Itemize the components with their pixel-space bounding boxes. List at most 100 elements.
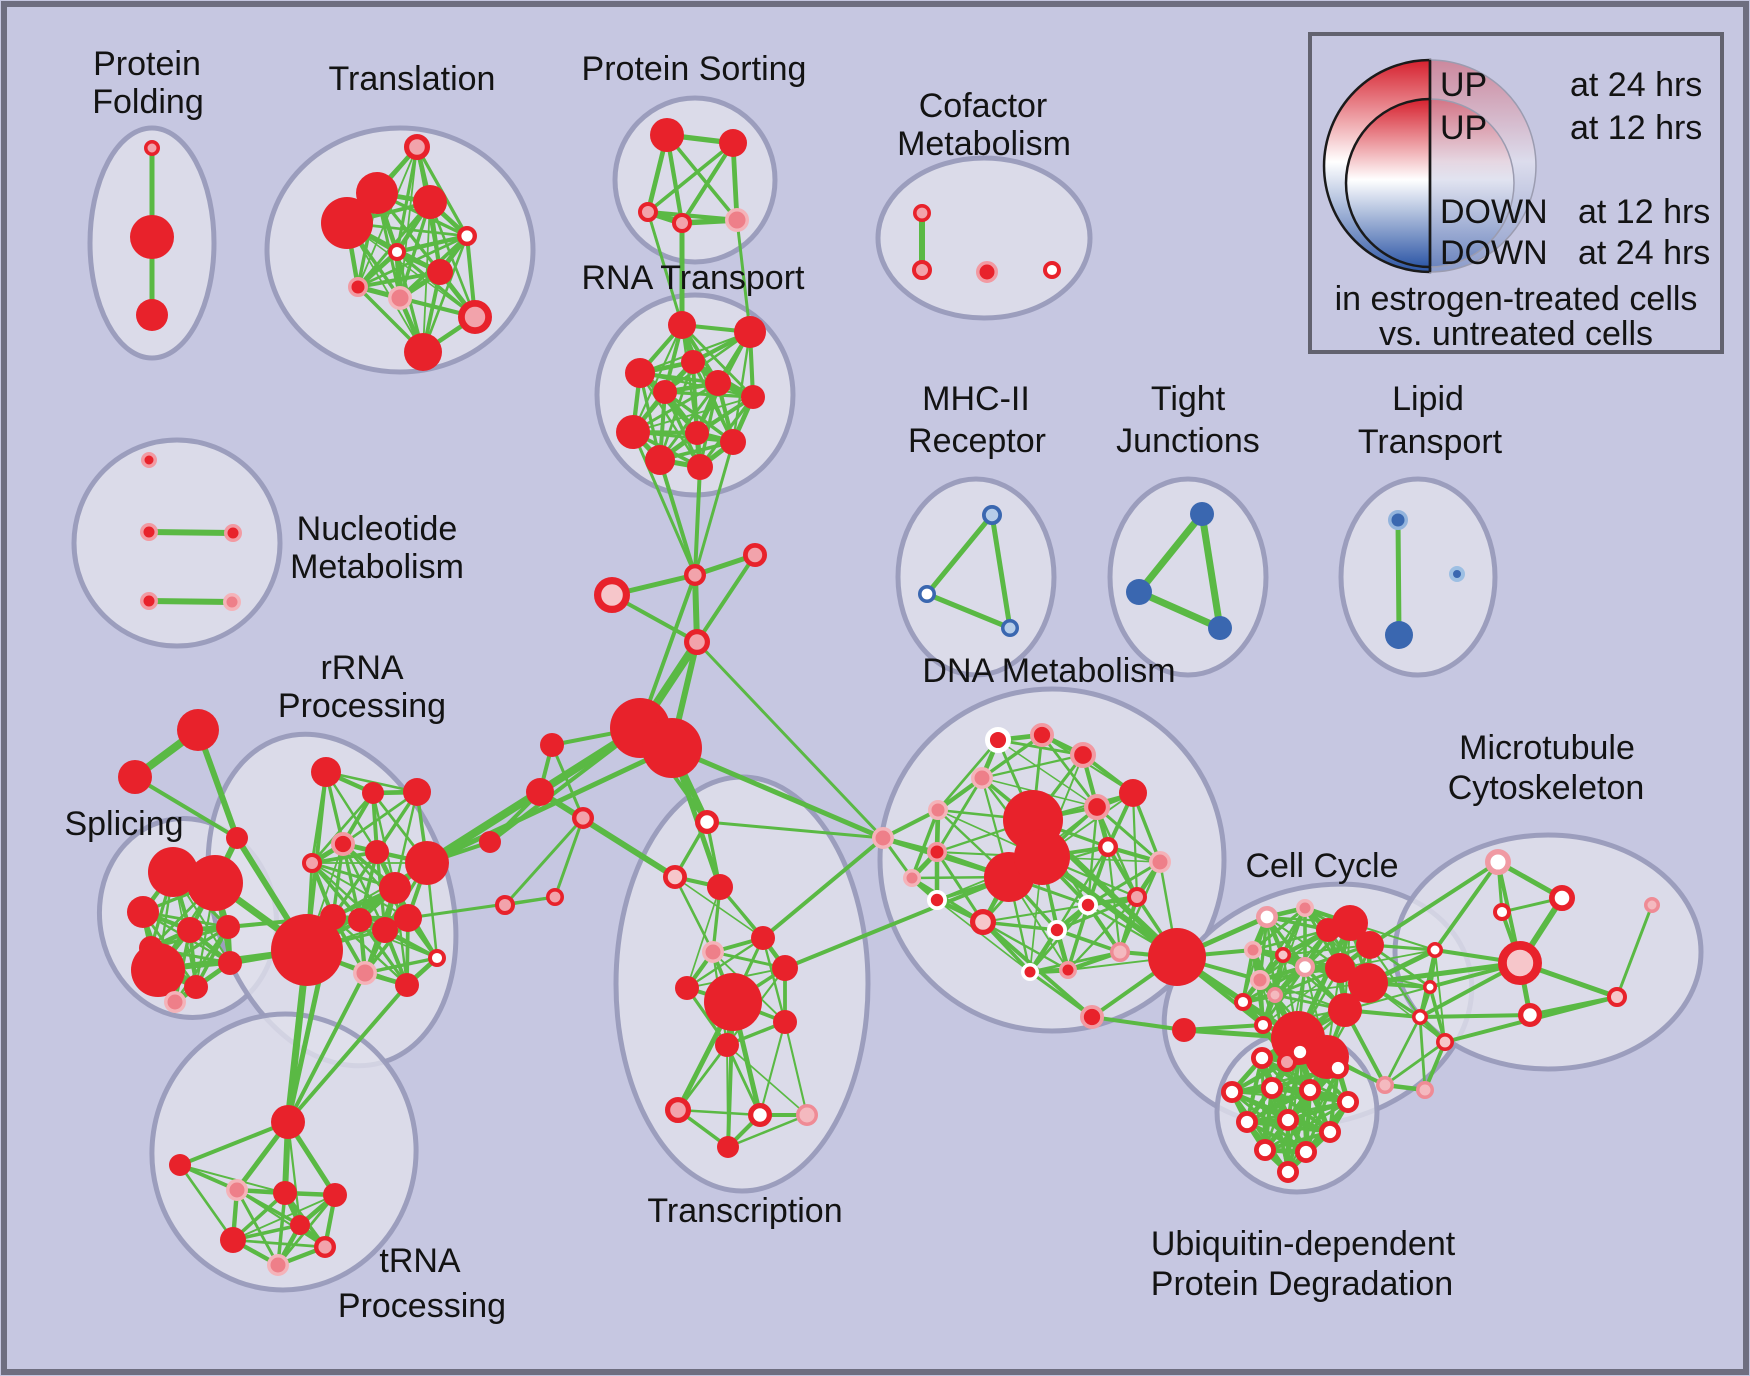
network-node-tc (702, 941, 724, 963)
cluster-label-mh: MHC-II (922, 380, 1030, 418)
network-edge (146, 598, 235, 605)
cluster-label-tn: Processing (338, 1287, 506, 1325)
network-node-tc (664, 1096, 691, 1123)
network-node-br (743, 543, 768, 568)
network-node-sp (187, 855, 243, 911)
network-node-br (683, 628, 710, 655)
network-node-rr (311, 757, 341, 787)
network-node-ub (1337, 1091, 1360, 1114)
network-node-dm (928, 800, 948, 820)
network-node-tr (388, 242, 407, 261)
network-node-pf (130, 215, 174, 259)
network-edge (936, 738, 1000, 812)
network-edge (1095, 805, 1162, 864)
network-edge (1055, 928, 1122, 954)
network-node-rt (653, 380, 677, 404)
network-node-dm (969, 908, 996, 935)
cluster-label-nm: Nucleotide (297, 510, 458, 548)
network-node-mh (1001, 619, 1019, 637)
legend-caption-line2: vs. untreated cells (1379, 315, 1653, 353)
network-node-rr (320, 904, 346, 930)
network-node-rt (681, 350, 705, 374)
cluster-label-mc: Microtubule (1459, 729, 1635, 767)
network-edge (1251, 906, 1307, 952)
network-edge (761, 936, 787, 1024)
network-node-mc (1548, 884, 1575, 911)
network-node-rr (365, 840, 389, 864)
network-node-cc (1332, 905, 1368, 941)
network-node-ub (1327, 1057, 1350, 1080)
network-node-dm (1097, 837, 1118, 858)
network-edge (783, 875, 1011, 970)
network-edge (935, 850, 985, 924)
network-node-sp (131, 943, 185, 997)
network-node-cf (976, 261, 999, 284)
network-node-mc (1607, 987, 1627, 1007)
network-edge (658, 458, 697, 577)
legend-down-12-word: DOWN (1440, 193, 1548, 231)
network-node-tr (413, 185, 447, 219)
network-node-cc (1376, 1076, 1394, 1094)
network-node-cc (1328, 993, 1362, 1027)
cluster-label-tn: tRNA (379, 1242, 461, 1280)
network-edge (1241, 965, 1307, 1004)
network-node-sp (164, 991, 186, 1013)
network-node-dm (927, 890, 948, 911)
network-node-tr (388, 286, 412, 310)
network-node-cc (1348, 963, 1388, 1003)
network-node-mc (1644, 897, 1660, 913)
network-node-cc (1423, 980, 1437, 994)
network-edge (981, 903, 1090, 924)
network-node-br (572, 807, 595, 830)
network-edge (1368, 860, 1500, 947)
network-node-dm (1127, 887, 1147, 907)
network-edge (1428, 985, 1447, 1044)
cluster-label-tr: Translation (329, 60, 496, 98)
network-edge (231, 1238, 327, 1249)
network-node-ub (1319, 1121, 1342, 1144)
network-edge (331, 850, 379, 919)
network-node-mc (1492, 902, 1511, 921)
network-node-tn (271, 1105, 305, 1139)
network-node-nm (140, 523, 158, 541)
legend-box: UP at 24 hrs UP at 12 hrs DOWN at 12 hrs… (1308, 32, 1724, 354)
network-node-br (642, 718, 702, 778)
network-edge (178, 1120, 290, 1167)
network-node-cf (912, 260, 932, 280)
network-node-br (1080, 1004, 1105, 1029)
network-node-dm (1030, 722, 1055, 747)
network-node-nm (224, 524, 242, 542)
network-node-dm (971, 767, 993, 789)
network-edge (1182, 1023, 1265, 1032)
network-edge (735, 218, 752, 334)
network-node-tc (663, 865, 688, 890)
network-node-rt (645, 445, 675, 475)
network-node-cc (1275, 947, 1291, 963)
network-edge (394, 233, 470, 255)
network-edge (693, 465, 702, 577)
network-node-rr (271, 914, 343, 986)
network-edge (324, 770, 419, 794)
network-edge (363, 956, 439, 975)
network-node-ps (650, 118, 684, 152)
network-node-pf (144, 140, 160, 156)
cluster-label-tj: Junctions (1116, 422, 1260, 460)
network-node-br (479, 831, 501, 853)
network-edge (358, 918, 409, 987)
network-edge (1383, 1040, 1447, 1087)
network-edge (631, 323, 684, 434)
network-edge (663, 390, 755, 399)
cluster-label-ub: Ubiquitin-dependent (1151, 1225, 1456, 1263)
network-node-br (118, 760, 152, 794)
network-node-ub (1299, 1079, 1322, 1102)
network-node-ps (719, 129, 747, 157)
network-edge (981, 920, 1070, 972)
network-node-lt (1388, 510, 1408, 530)
network-edge (488, 726, 642, 844)
cluster-ellipse-lt (1338, 476, 1498, 678)
network-edge (646, 210, 684, 327)
cluster-label-sp: Splicing (64, 805, 183, 843)
network-node-mc (1518, 1003, 1543, 1028)
